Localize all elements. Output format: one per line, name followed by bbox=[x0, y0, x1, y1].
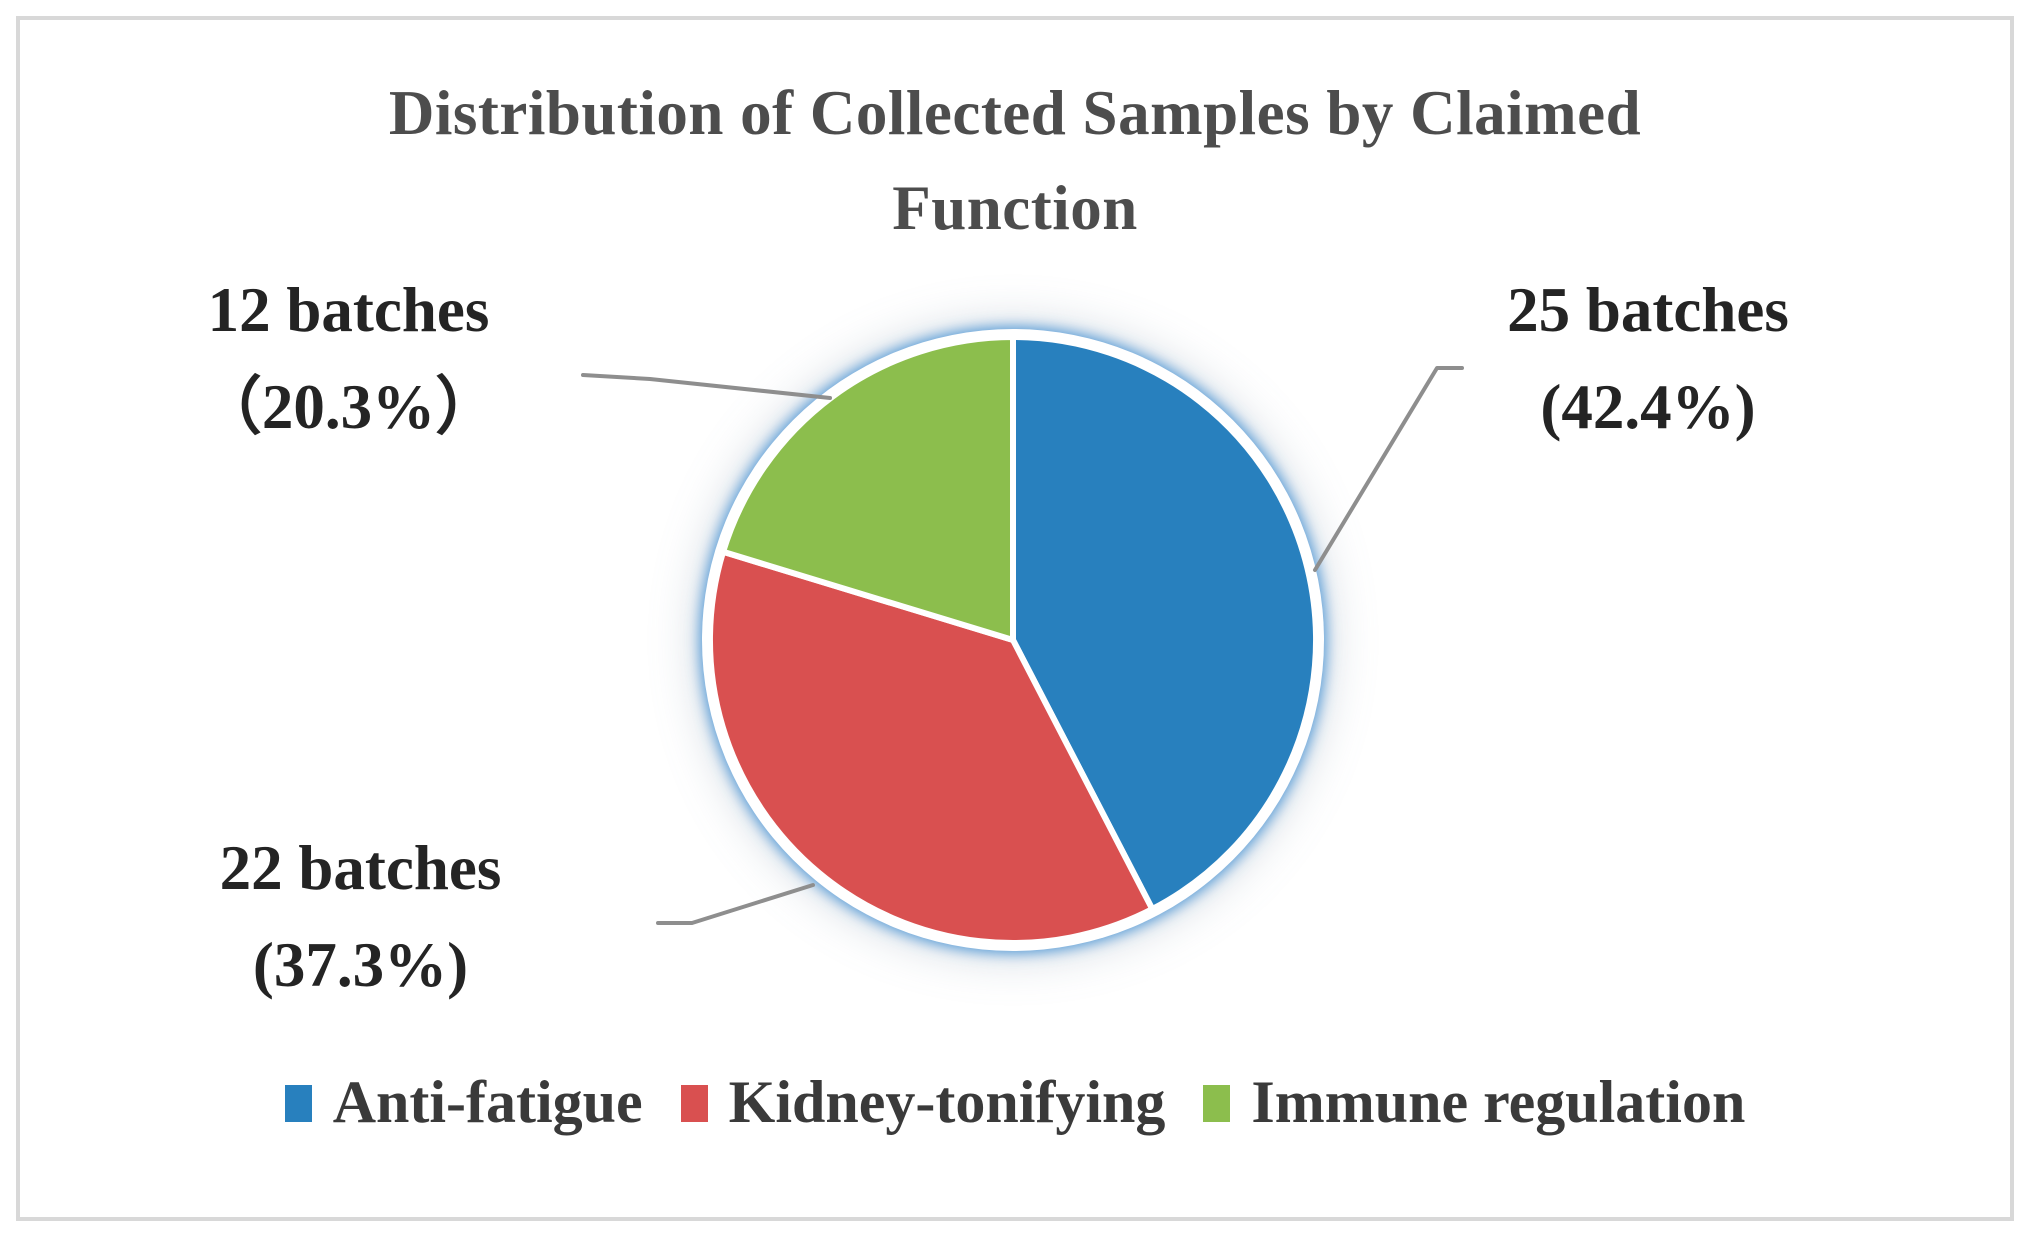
pie-slices bbox=[706, 334, 1320, 947]
callout-kidney-tonifying-percent: (37.3%) bbox=[252, 930, 469, 1000]
chart-legend: Anti-fatigue Kidney-tonifying Immune reg… bbox=[0, 1070, 2030, 1134]
legend-label-kidney-tonifying: Kidney-tonifying bbox=[728, 1069, 1166, 1135]
chart-title-line1: Distribution of Collected Samples by Cla… bbox=[388, 78, 1642, 148]
callout-kidney-tonifying-batches: 22 batches bbox=[219, 833, 502, 903]
callout-immune-regulation-batches: 12 batches bbox=[207, 275, 490, 345]
legend-swatch-anti-fatigue-icon bbox=[284, 1084, 312, 1122]
callout-immune-regulation: 12 batches （20.3%） bbox=[126, 262, 571, 456]
legend-swatch-immune-regulation-icon bbox=[1203, 1084, 1231, 1122]
chart-title-line2: Function bbox=[892, 173, 1138, 243]
legend-item-immune-regulation: Immune regulation bbox=[1203, 1070, 1745, 1134]
leader-lines bbox=[581, 366, 1464, 925]
callout-anti-fatigue-batches: 25 batches bbox=[1507, 275, 1789, 345]
callout-kidney-tonifying: 22 batches (37.3%) bbox=[138, 820, 583, 1014]
leader-line-immune-regulation bbox=[581, 373, 832, 400]
chart-title: Distribution of Collected Samples by Cla… bbox=[0, 66, 2030, 256]
legend-label-immune-regulation: Immune regulation bbox=[1251, 1069, 1746, 1135]
legend-item-anti-fatigue: Anti-fatigue bbox=[284, 1069, 643, 1135]
pie-slice-anti-fatigue bbox=[1010, 334, 1320, 913]
legend-label-anti-fatigue: Anti-fatigue bbox=[332, 1069, 643, 1135]
leader-line-anti-fatigue bbox=[1313, 366, 1464, 572]
pie-slice-kidney-tonifying bbox=[706, 548, 1156, 947]
legend-item-kidney-tonifying: Kidney-tonifying bbox=[680, 1069, 1166, 1135]
pie-slice-immune-regulation bbox=[720, 334, 1016, 643]
callout-immune-regulation-percent: （20.3%） bbox=[198, 372, 499, 442]
callout-anti-fatigue: 25 batches (42.4%) bbox=[1398, 262, 1898, 456]
callout-anti-fatigue-percent: (42.4%) bbox=[1540, 372, 1756, 442]
leader-line-kidney-tonifying bbox=[656, 883, 815, 925]
legend-swatch-kidney-tonifying-icon bbox=[680, 1084, 708, 1122]
